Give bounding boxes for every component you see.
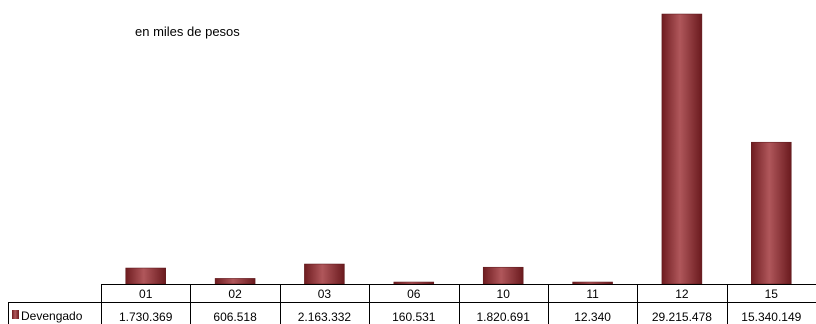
category-label-02: 02 bbox=[228, 287, 242, 301]
category-label-15: 15 bbox=[765, 287, 779, 301]
value-labels: 1.730.369 606.518 2.163.332 160.531 1.820.69… bbox=[119, 310, 802, 324]
category-label-03: 03 bbox=[318, 287, 332, 301]
bar-01 bbox=[125, 267, 166, 285]
bar-11 bbox=[572, 281, 613, 285]
bar-06 bbox=[393, 281, 435, 285]
bars-group bbox=[125, 13, 792, 285]
category-label-10: 10 bbox=[497, 287, 511, 301]
legend-label: Devengado bbox=[21, 309, 83, 323]
value-label-01: 1.730.369 bbox=[119, 310, 173, 324]
value-label-06: 160.531 bbox=[392, 310, 436, 324]
category-labels: 01 02 03 06 10 11 12 15 bbox=[139, 287, 778, 301]
bar-15 bbox=[751, 141, 792, 285]
value-label-12: 29.215.478 bbox=[652, 310, 712, 324]
category-label-01: 01 bbox=[139, 287, 153, 301]
table-gridlines bbox=[8, 284, 816, 324]
legend-swatch bbox=[12, 310, 19, 319]
category-label-11: 11 bbox=[586, 287, 599, 301]
value-label-10: 1.820.691 bbox=[477, 310, 531, 324]
value-label-11: 12.340 bbox=[574, 310, 611, 324]
category-label-12: 12 bbox=[675, 287, 689, 301]
chart-subtitle: en miles de pesos bbox=[135, 24, 240, 39]
value-label-15: 15.340.149 bbox=[741, 310, 801, 324]
bar-10 bbox=[482, 266, 524, 285]
bar-12 bbox=[661, 13, 703, 285]
data-table: 01 02 03 06 10 11 12 15 1.730.369 606.518 2.163.3… bbox=[8, 284, 816, 324]
bar-03 bbox=[304, 263, 345, 285]
value-label-02: 606.518 bbox=[213, 310, 257, 324]
category-label-06: 06 bbox=[407, 287, 421, 301]
bar-02 bbox=[214, 278, 256, 285]
value-label-03: 2.163.332 bbox=[298, 310, 352, 324]
